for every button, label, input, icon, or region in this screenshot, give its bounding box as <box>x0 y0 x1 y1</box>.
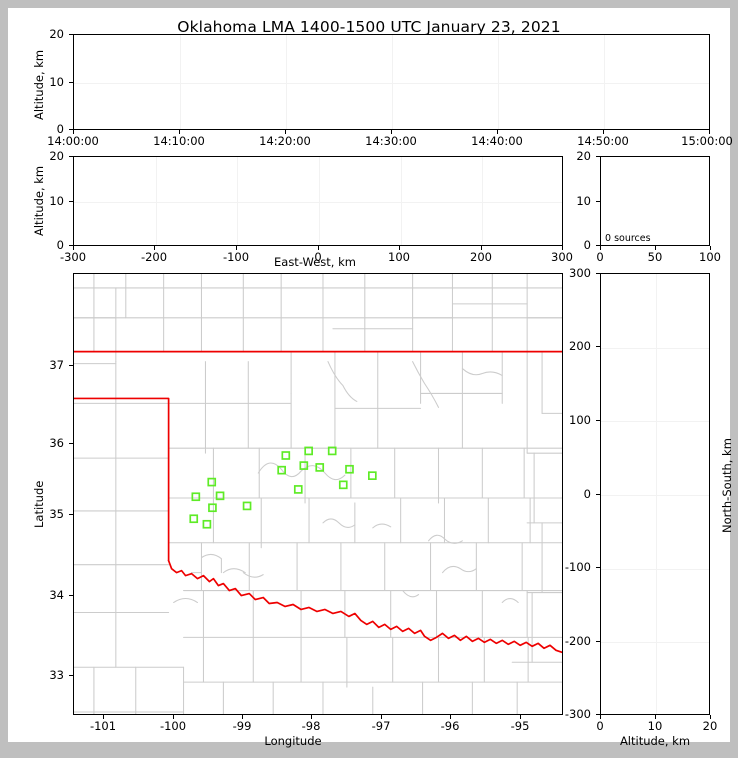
xtick-hist-0: 0 <box>596 250 604 264</box>
xtick-time-2: 14:20:00 <box>259 134 311 148</box>
panel-altitude-vs-east-west <box>73 156 563 246</box>
axis-label-east-west: East-West, km <box>274 255 356 269</box>
map-graphic <box>74 274 562 714</box>
xtick-ew-6: 300 <box>551 250 573 264</box>
xtick-lon-0: -101 <box>89 719 117 733</box>
axis-label-altitude-ns: Altitude, km <box>619 734 691 748</box>
ytick-ns-200: 200 <box>569 339 591 353</box>
xtick-hist-50: 50 <box>647 250 663 264</box>
ytick-ns-m100: -100 <box>564 560 591 574</box>
xtick-time-3: 14:30:00 <box>365 134 417 148</box>
panel-north-south-vs-altitude <box>600 273 710 715</box>
xtick-ew-5: 200 <box>470 250 492 264</box>
xtick-hist-100: 100 <box>699 250 721 264</box>
xtick-time-0: 14:00:00 <box>47 134 99 148</box>
ytick-ew-0: 0 <box>56 238 64 252</box>
xtick-ns-alt-0: 0 <box>596 719 604 733</box>
source-count-annotation: 0 sources <box>605 233 651 244</box>
xtick-ew-4: 100 <box>388 250 410 264</box>
ytick-hist-0: 0 <box>583 238 591 252</box>
xtick-ew-3: 0 <box>314 250 322 264</box>
panel-map-plan-view <box>73 273 563 715</box>
axis-label-altitude-ew: Altitude, km <box>32 165 46 236</box>
xtick-ns-alt-20: 20 <box>702 719 718 733</box>
xtick-time-4: 14:40:00 <box>471 134 523 148</box>
ytick-hist-20: 20 <box>576 149 591 163</box>
ytick-time-20: 20 <box>49 27 64 41</box>
axis-label-longitude: Longitude <box>264 734 322 748</box>
xtick-ew-0: -300 <box>59 250 87 264</box>
ytick-ns-300: 300 <box>569 266 591 280</box>
xtick-time-6: 15:00:00 <box>681 134 733 148</box>
ytick-ns-m200: -200 <box>564 634 591 648</box>
xtick-lon-3: -98 <box>301 719 321 733</box>
figure-title: Oklahoma LMA 1400-1500 UTC January 23, 2… <box>177 18 561 36</box>
ytick-ns-100: 100 <box>569 413 591 427</box>
xtick-ew-1: -200 <box>140 250 168 264</box>
xtick-ew-2: -100 <box>222 250 250 264</box>
xtick-time-1: 14:10:00 <box>153 134 205 148</box>
xtick-lon-1: -100 <box>159 719 187 733</box>
ytick-ew-20: 20 <box>49 149 64 163</box>
county-boundaries <box>74 274 562 714</box>
ytick-time-10: 10 <box>49 75 64 89</box>
xtick-ns-alt-10: 10 <box>647 719 663 733</box>
xtick-lon-4: -97 <box>371 719 391 733</box>
ytick-ns-m300: -300 <box>564 707 591 721</box>
xtick-lon-5: -96 <box>440 719 460 733</box>
panel-source-histogram <box>600 156 710 246</box>
ytick-lat-35: 35 <box>49 507 64 521</box>
ytick-ns-0: 0 <box>583 487 591 501</box>
oklahoma-state-border <box>74 350 562 654</box>
ytick-lat-37: 37 <box>49 358 64 372</box>
axis-label-altitude-time: Altitude, km <box>32 49 46 120</box>
ytick-ew-10: 10 <box>49 194 64 208</box>
ytick-lat-33: 33 <box>49 668 64 682</box>
ytick-hist-10: 10 <box>576 194 591 208</box>
axis-label-north-south: North-South, km <box>720 438 734 533</box>
axis-label-latitude: Latitude <box>32 480 46 528</box>
lma-station-markers <box>189 446 377 529</box>
ytick-time-0: 0 <box>56 122 64 136</box>
xtick-lon-6: -95 <box>510 719 530 733</box>
xtick-lon-2: -99 <box>232 719 252 733</box>
panel-altitude-vs-time <box>73 34 710 130</box>
ytick-lat-34: 34 <box>49 588 64 602</box>
ytick-lat-36: 36 <box>49 436 64 450</box>
figure-canvas: Oklahoma LMA 1400-1500 UTC January 23, 2… <box>8 8 734 748</box>
xtick-time-5: 14:50:00 <box>577 134 629 148</box>
